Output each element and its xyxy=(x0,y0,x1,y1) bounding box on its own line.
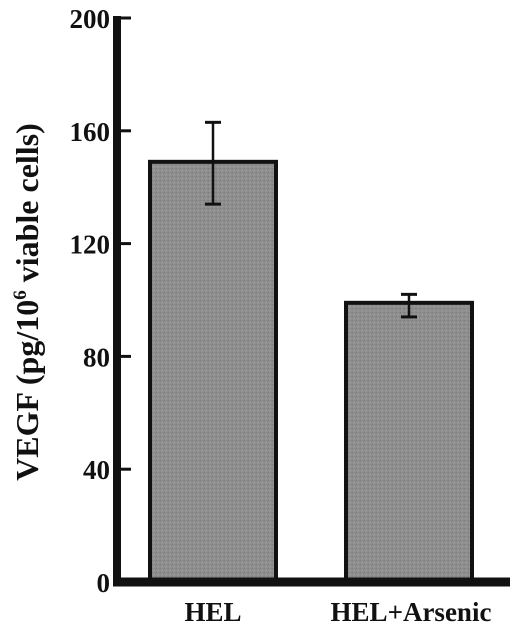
x-category-label: HEL xyxy=(184,597,241,627)
y-axis-title: VEGF (pg/106 viable cells) xyxy=(9,123,45,481)
x-axis-category-labels: HEL HEL+Arsenic xyxy=(184,597,491,627)
bar-hel xyxy=(148,159,278,584)
error-bars xyxy=(205,120,417,319)
y-tick-label: 40 xyxy=(83,455,110,485)
y-tick-label: 160 xyxy=(70,117,111,147)
y-tick-label: 200 xyxy=(70,4,111,34)
y-tick-label: 0 xyxy=(97,568,111,598)
x-category-label: HEL+Arsenic xyxy=(331,597,492,627)
bars xyxy=(148,159,474,584)
y-tick-label: 120 xyxy=(70,230,111,260)
y-axis-ticks: 0 40 80 120 160 200 xyxy=(70,4,131,598)
bar-hel-arsenic xyxy=(344,300,474,584)
y-tick-label: 80 xyxy=(83,342,110,372)
